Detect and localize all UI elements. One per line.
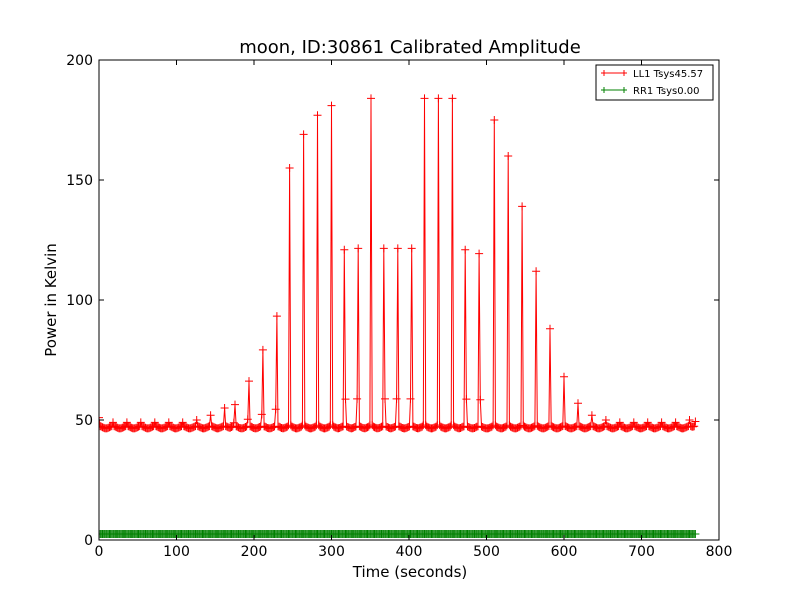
legend-marker [601, 87, 607, 93]
y-axis-label: Power in Kelvin [42, 243, 60, 357]
legend-marker [601, 70, 607, 76]
x-tick-label: 0 [95, 544, 104, 560]
legend-marker [621, 70, 627, 76]
series-rr1 [99, 530, 700, 538]
y-tick-label: 50 [75, 413, 93, 429]
x-tick-label: 300 [318, 544, 345, 560]
x-tick-label: 600 [551, 544, 578, 560]
y-tick-label: 0 [84, 533, 93, 549]
legend-symbol-ll1 [601, 70, 627, 76]
series-rr1-markers [99, 530, 700, 538]
legend-label-rr1: RR1 Tsys0.00 [633, 86, 700, 97]
x-tick-label: 500 [473, 544, 500, 560]
series-ll1-markers [99, 94, 700, 433]
legend-label-ll1: LL1 Tsys45.57 [633, 69, 703, 80]
x-tick-label: 700 [628, 544, 655, 560]
legend-marker [621, 87, 627, 93]
legend-symbol-rr1 [601, 87, 627, 93]
x-tick-label: 200 [241, 544, 268, 560]
x-axis-label: Time (seconds) [352, 563, 468, 581]
x-tick-label: 800 [706, 544, 733, 560]
y-tick-label: 150 [66, 173, 93, 189]
chart-title: moon, ID:30861 Calibrated Amplitude [239, 37, 581, 58]
legend-frame [595, 64, 714, 101]
x-tick-label: 400 [396, 544, 423, 560]
series-ll1 [99, 94, 700, 433]
legend: LL1 Tsys45.57 RR1 Tsys0.00 [595, 64, 714, 101]
x-tick-label: 100 [163, 544, 190, 560]
axes: 0 100 200 300 400 500 600 700 800 0 50 100 150 200 [66, 53, 732, 560]
plot-area [99, 94, 700, 538]
y-tick-label: 200 [66, 53, 93, 69]
series-layer [99, 94, 700, 538]
y-tick-label: 100 [66, 293, 93, 309]
